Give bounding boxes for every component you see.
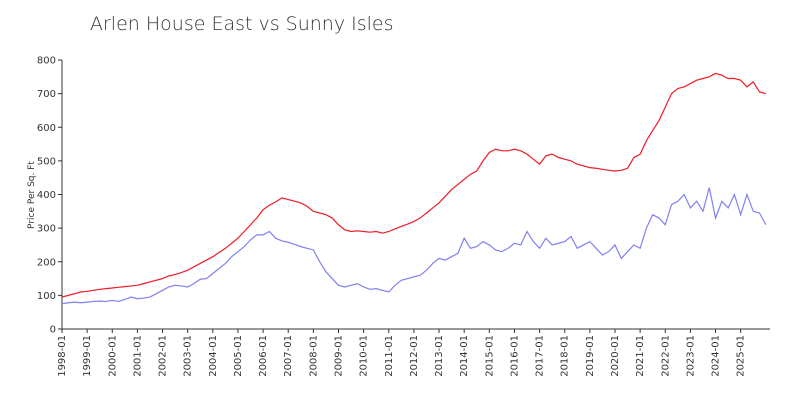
x-tick-label: 1999-01 — [82, 335, 93, 377]
y-tick-label: 0 — [50, 325, 56, 336]
x-tick-label: 1998-01 — [57, 335, 68, 377]
x-tick-label: 2023-01 — [685, 335, 696, 377]
x-tick-label: 2015-01 — [484, 335, 495, 377]
x-tick-label: 2014-01 — [459, 335, 470, 377]
series-line — [61, 187, 767, 305]
y-tick-label: 600 — [37, 123, 56, 134]
x-tick-label: 2013-01 — [434, 335, 445, 377]
x-tick-label: 2008-01 — [308, 335, 319, 377]
x-tick-label: 2024-01 — [711, 335, 722, 377]
series-line — [61, 72, 766, 298]
y-axis-label: Price Per Sq. Ft — [27, 161, 37, 229]
x-tick-label: 2005-01 — [233, 335, 244, 377]
x-tick-label: 2004-01 — [208, 335, 219, 377]
y-tick-label: 700 — [37, 89, 56, 100]
x-tick-label: 2007-01 — [283, 335, 294, 377]
y-tick-label: 400 — [37, 190, 56, 201]
x-tick-label: 2012-01 — [409, 335, 420, 377]
chart-title: Arlen House East vs Sunny Isles — [90, 13, 394, 35]
y-tick-label: 800 — [37, 56, 56, 67]
x-tick-label: 2020-01 — [610, 335, 621, 377]
x-tick-label: 2011-01 — [384, 335, 395, 377]
x-tick-label: 2006-01 — [258, 335, 269, 377]
y-tick-label: 200 — [37, 257, 56, 268]
x-tick-label: 2001-01 — [132, 335, 143, 377]
y-tick-label: 300 — [37, 224, 56, 235]
x-tick-label: 2010-01 — [359, 335, 370, 377]
x-tick-label: 2003-01 — [183, 335, 194, 377]
x-tick-label: 2019-01 — [585, 335, 596, 377]
x-tick-label: 2025-01 — [736, 335, 747, 377]
x-tick-label: 2017-01 — [535, 335, 546, 377]
x-tick-label: 2022-01 — [660, 335, 671, 377]
x-tick-label: 2021-01 — [635, 335, 646, 377]
y-tick-label: 100 — [37, 291, 56, 302]
x-tick-label: 2000-01 — [107, 335, 118, 377]
x-tick-label: 2016-01 — [509, 335, 520, 377]
x-tick-label: 2018-01 — [560, 335, 571, 377]
x-tick-label: 2002-01 — [158, 335, 169, 377]
y-tick-label: 500 — [37, 156, 56, 167]
x-tick-label: 2009-01 — [333, 335, 344, 377]
